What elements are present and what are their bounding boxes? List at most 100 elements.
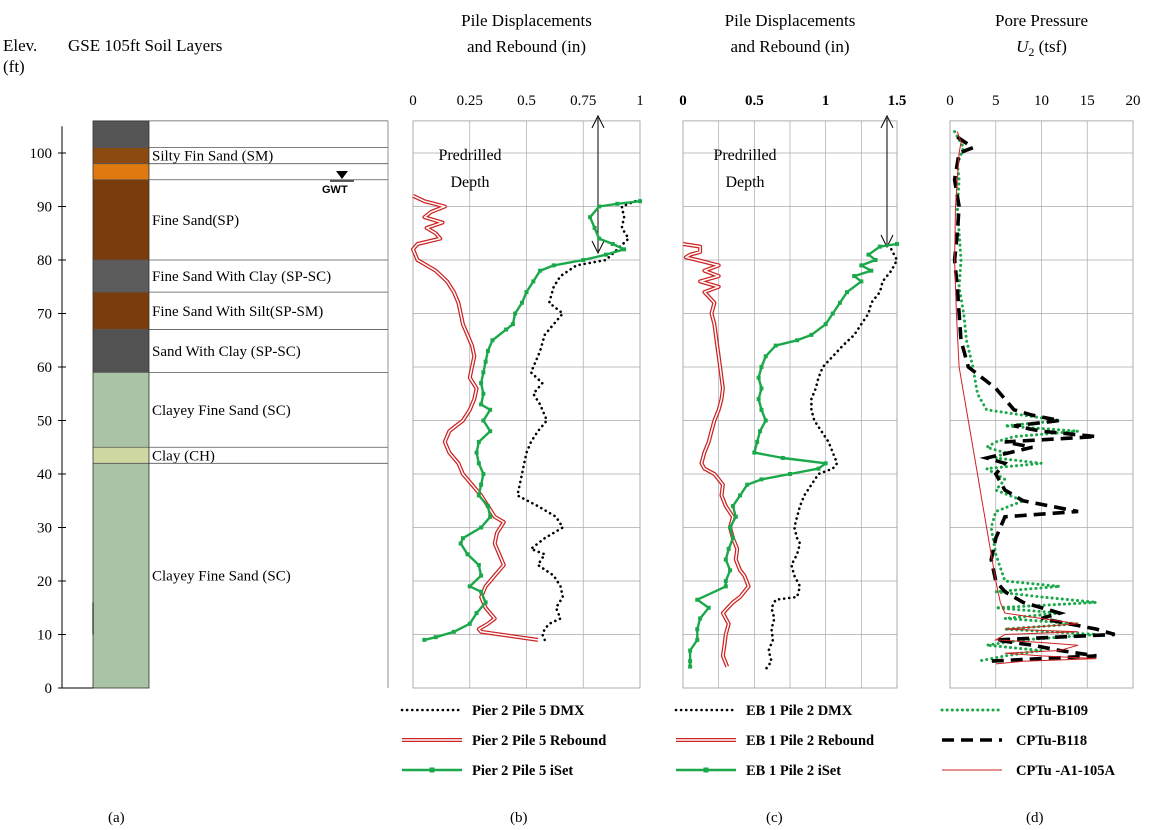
soil-column-title: GSE 105ft Soil Layers [68, 36, 222, 55]
arrow-down-icon [591, 240, 605, 255]
series-marker-24 [752, 450, 757, 455]
elev-tick-label-70: 70 [37, 307, 52, 323]
series-marker-1 [615, 201, 620, 206]
series-line [953, 130, 1097, 663]
elev-tick-label-40: 40 [37, 467, 52, 483]
series-marker-44 [695, 627, 700, 632]
soil-layer-3 [93, 179, 149, 260]
series-1 [411, 193, 539, 642]
soil-layer-5 [93, 292, 149, 330]
series-marker-6 [852, 274, 857, 279]
pore-pressure-chart: 0 5 10 15 20 Pore Pressure U2 (tsf) [946, 11, 1141, 689]
series-marker-9 [581, 258, 586, 262]
caption-b: (b) [510, 810, 528, 826]
series-marker-12 [809, 332, 814, 337]
series-marker-9 [837, 300, 842, 305]
x-tick-label-3: 15 [1080, 93, 1095, 109]
series-marker-49 [422, 637, 427, 642]
soil-column-outline [92, 120, 150, 689]
layer-label-3: Fine Sand(SP) [152, 213, 239, 229]
x-tick-label-0: 0 [946, 93, 954, 109]
soil-layers: Silty Fin Sand (SM) Fine Sand(SP) Fine San… [92, 120, 389, 689]
arrow-up-icon [880, 114, 894, 129]
legend-entry-0-1: Pier 2 Pile 5 Rebound [402, 733, 606, 749]
elev-tick-label-20: 20 [37, 574, 52, 590]
series-marker-1 [877, 244, 882, 249]
series-marker-26 [823, 461, 828, 466]
arrow-up-icon [591, 114, 605, 129]
series-line-inner [682, 243, 750, 667]
series-line [954, 131, 1097, 665]
soil-layer-9 [93, 463, 149, 688]
series-1 [682, 242, 751, 668]
x-tick-label-2: 1 [822, 93, 830, 109]
series-marker-14 [519, 300, 524, 305]
series-marker-16 [759, 365, 764, 369]
series-marker-34 [485, 504, 490, 509]
legend-label: CPTu-B118 [1016, 733, 1087, 749]
series-marker-37 [723, 557, 728, 562]
series-marker-0 [638, 199, 642, 204]
series-marker-20 [483, 359, 488, 364]
x-tick-label-1: 5 [992, 93, 1000, 109]
series-line-inner [412, 195, 539, 641]
series-marker-15 [763, 354, 768, 359]
series-marker-40 [723, 584, 728, 589]
elev-unit: (ft) [3, 57, 25, 76]
legend-label: CPTu -A1-105A [1016, 763, 1115, 779]
legend-label: Pier 2 Pile 5 DMX [472, 703, 585, 719]
soil-layer-0 [93, 120, 149, 148]
series-marker-8 [603, 252, 608, 257]
series-marker-33 [733, 514, 738, 519]
gwt-label: GWT [322, 184, 348, 196]
chart-title-line-1: Pile Displacements [725, 11, 856, 30]
series-marker-11 [538, 268, 543, 273]
series-marker-29 [759, 477, 764, 482]
chart-title-line-1: Pile Displacements [461, 11, 592, 30]
series-marker-48 [433, 635, 438, 640]
series-marker-39 [465, 552, 470, 557]
x-tick-label-3: 0.75 [570, 93, 596, 109]
layer-label-5: Fine Sand With Silt(SP-SM) [152, 304, 323, 320]
elev-tick-label-90: 90 [37, 200, 52, 216]
legend-entry-0-0: Pier 2 Pile 5 DMX [400, 703, 585, 719]
layer-label-8: Clay (CH) [152, 448, 215, 464]
series-marker-21 [763, 418, 768, 423]
u2-symbol: U [1016, 37, 1030, 56]
layer-label-1: Silty Fin Sand (SM) [152, 149, 273, 165]
legend-label: Pier 2 Pile 5 iSet [472, 763, 573, 779]
series-marker-25 [780, 455, 785, 460]
legends: Pier 2 Pile 5 DMX Pier 2 Pile 5 Rebound Pi… [400, 703, 1115, 779]
series-marker-10 [830, 311, 835, 316]
series-marker-27 [488, 429, 493, 434]
series-marker-13 [524, 290, 529, 295]
chart-subtitle: U2 (tsf) [1016, 37, 1067, 59]
legend-marker [429, 767, 435, 773]
series-marker-6 [610, 241, 615, 246]
soil-layer-8 [93, 447, 149, 464]
series-2 [954, 131, 1097, 665]
chart-title-line-2: and Rebound (in) [731, 37, 850, 56]
soil-layer-7 [93, 372, 149, 448]
legend-entry-1-1: EB 1 Pile 2 Rebound [676, 733, 874, 749]
series-marker-2 [597, 204, 602, 209]
series-marker-2 [866, 252, 871, 257]
series-marker-41 [479, 573, 484, 578]
legend-entry-2-0: CPTu-B109 [940, 703, 1088, 719]
series-marker-5 [869, 268, 874, 273]
x-tick-label-4: 1 [636, 93, 644, 109]
series-marker-15 [513, 311, 518, 316]
series-marker-35 [488, 514, 493, 519]
series-marker-18 [490, 338, 495, 343]
legend-entry-0-2: Pier 2 Pile 5 iSet [402, 763, 573, 779]
soil-layer-1 [93, 147, 149, 164]
legend-label: EB 1 Pile 2 iSet [746, 763, 841, 779]
x-tick-label-2: 0.5 [517, 93, 536, 109]
series-marker-33 [476, 493, 481, 498]
layer-label-9: Clayey Fine Sand (SC) [152, 569, 291, 585]
series-marker-46 [688, 648, 693, 653]
elev-tick-label-30: 30 [37, 521, 52, 537]
soil-layer-4 [93, 260, 149, 293]
series-marker-48 [688, 664, 693, 669]
